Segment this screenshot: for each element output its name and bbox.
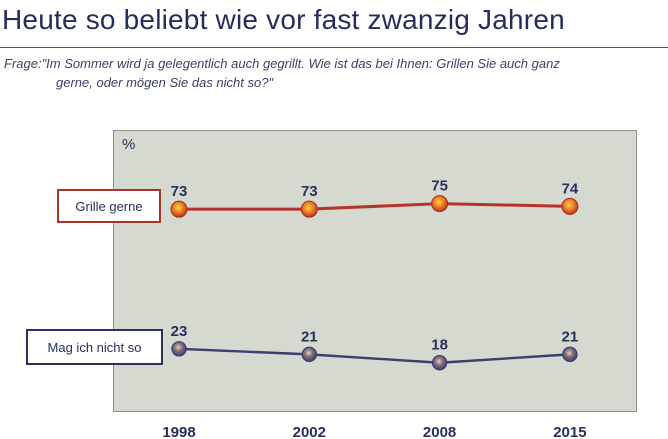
question-line-2: gerne, oder mögen Sie das nicht so?" <box>56 74 274 90</box>
question-text: Frage:"Im Sommer wird ja gelegentlich au… <box>4 55 664 93</box>
data-point <box>431 355 448 371</box>
data-point <box>431 195 449 213</box>
value-label: 18 <box>431 337 448 354</box>
value-label: 74 <box>562 180 579 197</box>
value-label: 73 <box>301 183 318 200</box>
value-label: 23 <box>171 323 188 340</box>
data-point <box>562 346 578 363</box>
x-axis-label: 1998 <box>162 424 195 439</box>
y-axis-unit-label: % <box>122 136 136 153</box>
value-label: 73 <box>171 183 188 200</box>
series-label-grille-gerne: Grille gerne <box>57 189 161 223</box>
series-label-mag-ich-nicht-so: Mag ich nicht so <box>26 329 163 365</box>
data-point <box>301 346 318 363</box>
plot-area: % 73 73 75 74 23 21 18 21 1998 2002 2008 2015 <box>113 130 637 439</box>
data-point <box>300 200 318 218</box>
value-label: 21 <box>562 328 579 345</box>
data-point <box>170 200 188 218</box>
line-chart: 73 73 75 74 23 21 18 21 1998 2002 2008 2015 <box>162 178 586 439</box>
series-line-0 <box>179 202 570 211</box>
value-label: 75 <box>431 178 448 195</box>
x-axis-label: 2002 <box>293 424 326 439</box>
x-axis-label: 2015 <box>553 424 586 439</box>
series-line-1 <box>178 347 570 364</box>
title-divider <box>0 47 668 48</box>
x-axis-label: 2008 <box>423 424 456 439</box>
data-point <box>171 341 187 357</box>
data-point <box>561 197 579 215</box>
value-label: 21 <box>301 328 318 345</box>
question-line-1: Frage:"Im Sommer wird ja gelegentlich au… <box>4 56 560 71</box>
page-title: Heute so beliebt wie vor fast zwanzig Ja… <box>2 4 565 35</box>
